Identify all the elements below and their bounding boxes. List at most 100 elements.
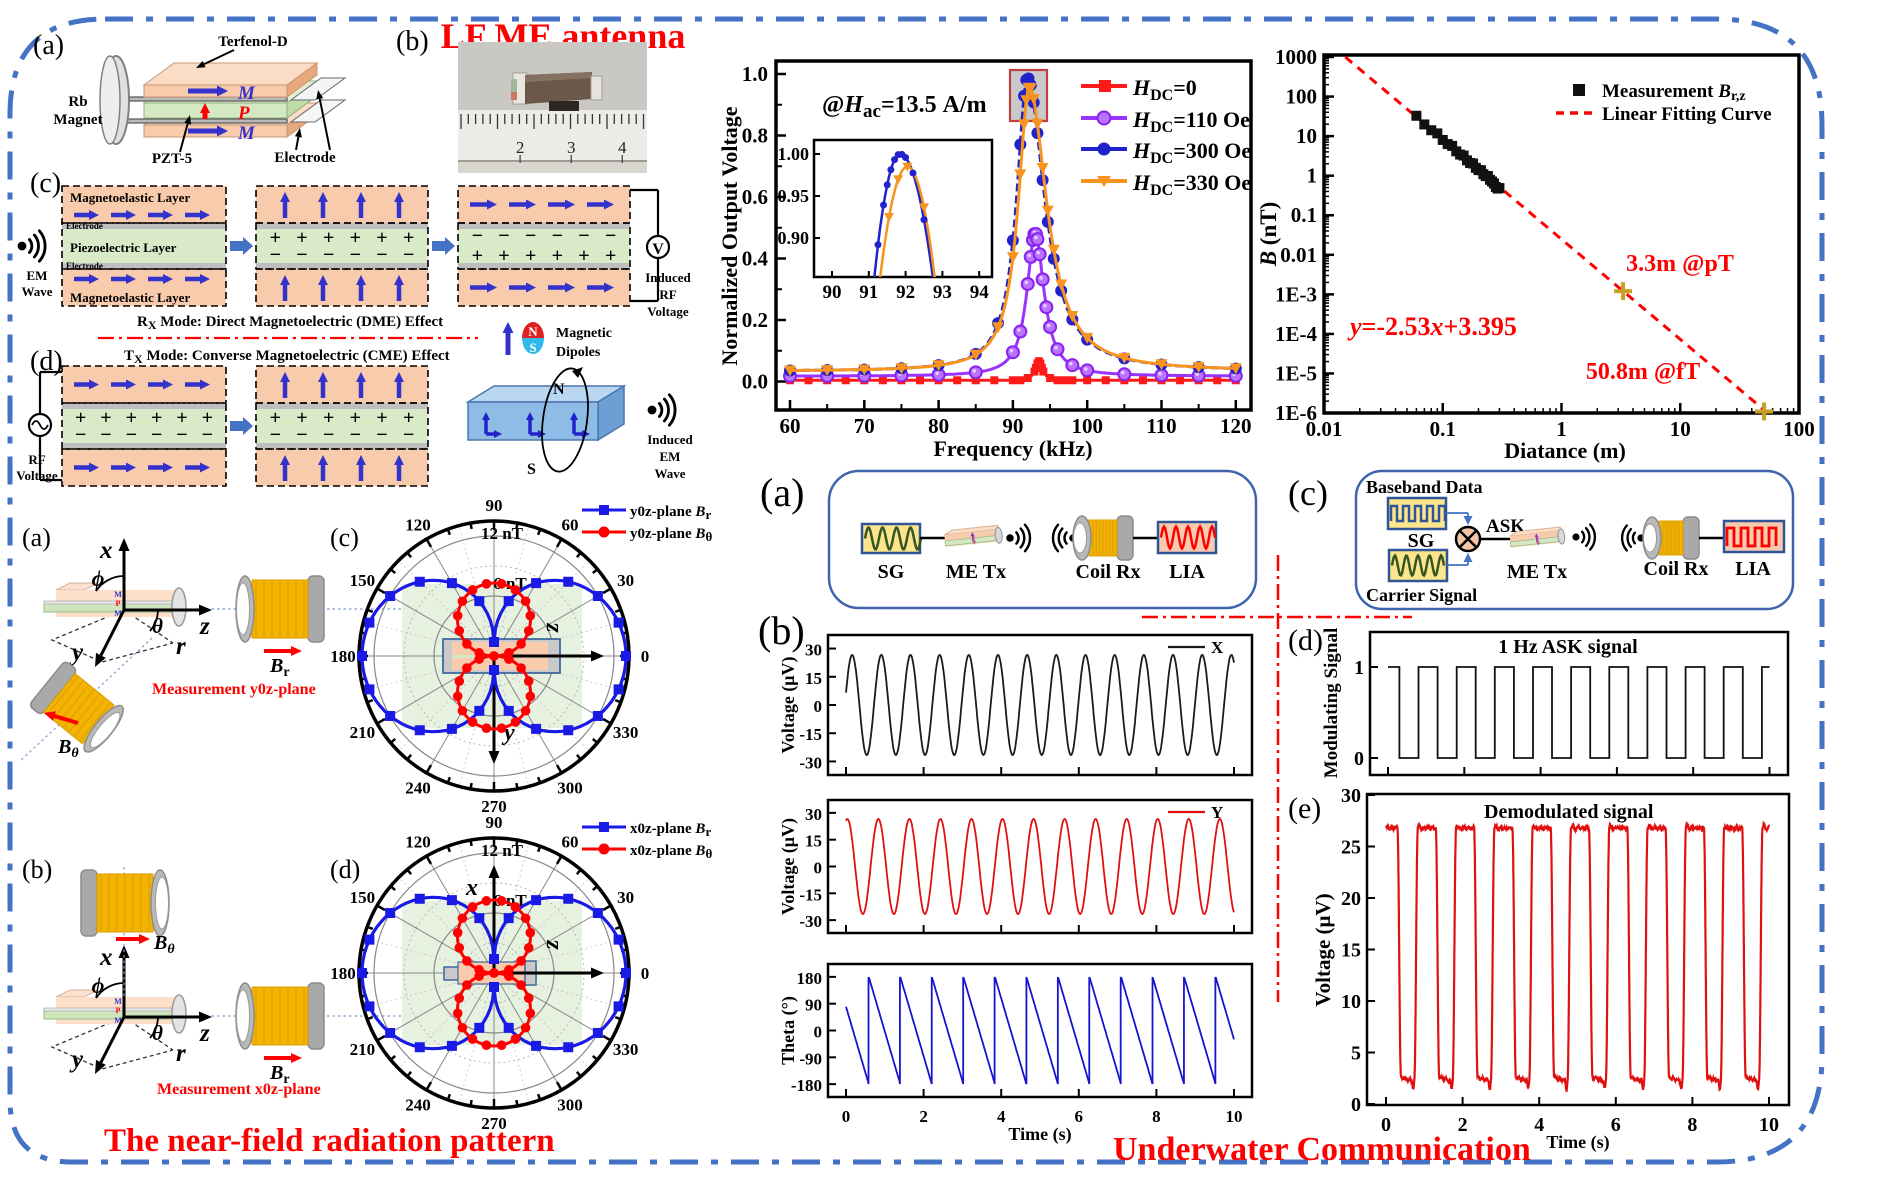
svg-text:4: 4 <box>1534 1114 1544 1136</box>
svg-text:+: + <box>270 407 281 429</box>
svg-text:+: + <box>525 245 536 267</box>
svg-text:1 Hz ASK signal: 1 Hz ASK signal <box>1498 636 1638 658</box>
svg-text:Demodulated signal: Demodulated signal <box>1484 801 1654 823</box>
svg-text:2: 2 <box>516 138 525 157</box>
svg-text:x0z-plane Bθ: x0z-plane Bθ <box>630 843 712 861</box>
svg-text:0.1: 0.1 <box>1291 203 1317 227</box>
svg-text:210: 210 <box>350 1040 376 1059</box>
svg-text:-30: -30 <box>799 912 822 931</box>
svg-text:(c): (c) <box>330 523 359 552</box>
svg-text:−: − <box>270 244 281 266</box>
svg-text:330: 330 <box>613 723 639 742</box>
svg-text:1: 1 <box>1556 417 1567 441</box>
svg-text:+: + <box>323 227 334 249</box>
svg-text:Electrode: Electrode <box>66 261 103 271</box>
svg-text:RX Mode: Direct Magnetoelectri: RX Mode: Direct Magnetoelectric (DME) Ef… <box>137 314 443 332</box>
svg-text:y0z-plane Bθ: y0z-plane Bθ <box>630 526 712 544</box>
svg-text:Measurement x0z-plane: Measurement x0z-plane <box>157 1081 321 1098</box>
svg-text:(a): (a) <box>22 523 51 552</box>
svg-text:300: 300 <box>557 1096 583 1115</box>
svg-text:120: 120 <box>1220 414 1252 438</box>
svg-text:Baseband Data: Baseband Data <box>1366 477 1483 497</box>
svg-text:X: X <box>1211 638 1224 657</box>
svg-text:x: x <box>99 537 113 564</box>
svg-text:RF: RF <box>28 452 45 467</box>
svg-text:Magnetic: Magnetic <box>556 326 612 341</box>
svg-text:(a): (a) <box>33 30 64 61</box>
svg-text:+: + <box>296 407 307 429</box>
svg-text:93: 93 <box>933 282 952 303</box>
svg-text:15: 15 <box>1341 940 1361 962</box>
svg-text:x: x <box>99 944 113 971</box>
svg-text:0.90: 0.90 <box>778 228 810 248</box>
svg-text:−: − <box>578 225 589 247</box>
svg-text:HDC=300 Oe: HDC=300 Oe <box>1132 138 1251 167</box>
svg-text:+: + <box>270 227 281 249</box>
svg-text:180: 180 <box>330 647 356 666</box>
svg-text:8: 8 <box>1687 1114 1697 1136</box>
svg-text:+: + <box>75 407 86 429</box>
svg-text:6: 6 <box>1611 1114 1621 1136</box>
svg-text:10: 10 <box>1670 417 1691 441</box>
svg-text:Diatance (m): Diatance (m) <box>1504 438 1626 463</box>
svg-text:Wave: Wave <box>21 284 52 299</box>
svg-text:+: + <box>498 245 509 267</box>
svg-text:+: + <box>605 245 616 267</box>
svg-text:30: 30 <box>617 888 634 907</box>
svg-text:1E-4: 1E-4 <box>1275 322 1318 346</box>
svg-text:M: M <box>237 123 256 144</box>
svg-text:0.95: 0.95 <box>778 186 810 206</box>
svg-text:10: 10 <box>1226 1107 1243 1126</box>
svg-text:−: − <box>350 424 361 446</box>
svg-text:y=-2.53x+3.395: y=-2.53x+3.395 <box>1347 312 1517 341</box>
svg-text:+: + <box>403 227 414 249</box>
svg-text:Wave: Wave <box>654 466 685 481</box>
svg-text:0.01: 0.01 <box>1280 243 1317 267</box>
svg-text:110: 110 <box>1146 414 1176 438</box>
svg-text:HDC=330 Oe: HDC=330 Oe <box>1132 170 1251 199</box>
svg-text:Normalized Output Voltage: Normalized Output Voltage <box>717 106 742 365</box>
svg-text:Measurement y0z-plane: Measurement y0z-plane <box>152 681 316 698</box>
svg-text:@Hac=13.5A/m: @Hac=13.5 A/m <box>822 92 987 122</box>
svg-text:90: 90 <box>486 813 503 832</box>
svg-text:94: 94 <box>970 282 990 303</box>
svg-text:+: + <box>578 245 589 267</box>
svg-text:180: 180 <box>797 969 823 988</box>
svg-text:z: z <box>199 613 210 640</box>
svg-text:100: 100 <box>1286 85 1318 109</box>
svg-text:0.01: 0.01 <box>1306 417 1343 441</box>
svg-text:ME Tx: ME Tx <box>946 561 1006 583</box>
svg-text:SG: SG <box>878 561 905 583</box>
svg-text:4: 4 <box>618 138 627 157</box>
svg-text:100: 100 <box>1783 417 1815 441</box>
svg-text:12 nT: 12 nT <box>481 841 524 860</box>
svg-text:−: − <box>126 424 137 446</box>
svg-text:(b): (b) <box>22 855 52 884</box>
svg-text:−: − <box>525 225 536 247</box>
svg-text:2: 2 <box>919 1107 928 1126</box>
svg-text:Terfenol-D: Terfenol-D <box>218 34 288 50</box>
svg-text:150: 150 <box>350 571 376 590</box>
svg-text:SG: SG <box>1408 530 1435 552</box>
svg-text:100: 100 <box>1071 414 1103 438</box>
svg-text:−: − <box>403 244 414 266</box>
svg-text:Y: Y <box>1211 803 1223 822</box>
svg-text:10: 10 <box>1296 124 1317 148</box>
svg-text:z: z <box>538 622 564 633</box>
svg-text:Voltage: Voltage <box>647 304 689 319</box>
svg-text:z: z <box>199 1020 210 1047</box>
svg-text:+: + <box>126 407 137 429</box>
svg-text:2: 2 <box>1458 1114 1468 1136</box>
svg-text:Voltage: Voltage <box>16 468 58 483</box>
svg-text:HDC=110 Oe: HDC=110 Oe <box>1132 107 1250 136</box>
svg-text:(d): (d) <box>1288 624 1323 657</box>
svg-text:+: + <box>403 407 414 429</box>
svg-text:-15: -15 <box>799 725 822 744</box>
svg-text:0: 0 <box>1354 748 1364 770</box>
svg-text:θ: θ <box>152 614 163 638</box>
svg-text:N: N <box>553 381 565 398</box>
svg-text:+: + <box>350 227 361 249</box>
svg-text:60: 60 <box>780 414 801 438</box>
svg-text:210: 210 <box>350 723 376 742</box>
svg-text:80: 80 <box>928 414 949 438</box>
